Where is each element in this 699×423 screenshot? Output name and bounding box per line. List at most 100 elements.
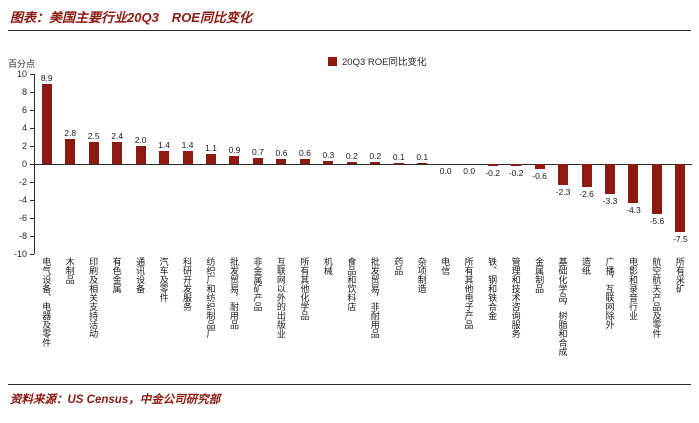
- bar-column: -4.3: [622, 74, 645, 254]
- x-axis-label: 药品: [393, 257, 404, 275]
- bar-column: 1.1: [199, 74, 222, 254]
- x-axis-label: 木制品: [64, 257, 75, 284]
- zero-baseline: [35, 164, 692, 165]
- x-label-cell: 非金属矿产品: [245, 257, 268, 381]
- x-axis-label: 杂项制造: [416, 257, 427, 293]
- bar-value-label: 2.0: [134, 135, 147, 145]
- bar-column: 0.0: [434, 74, 457, 254]
- bar: [88, 141, 99, 164]
- x-axis-label: 汽车及零件: [158, 257, 169, 302]
- x-axis-label: 所有其他化学品: [299, 257, 310, 320]
- bar-column: -0.2: [504, 74, 527, 254]
- x-label-cell: 批发贸易，耐用品: [222, 257, 245, 381]
- bar-value-label: -2.3: [555, 186, 571, 197]
- bar-column: -0.2: [481, 74, 504, 254]
- bar-value-label: 0.6: [298, 147, 311, 158]
- bar-value-label: 2.5: [87, 130, 100, 141]
- x-label-cell: 纺织厂和纺织制品厂: [198, 257, 221, 381]
- legend-swatch-icon: [328, 56, 337, 66]
- y-tick-label: -2: [18, 177, 27, 187]
- bar-value-label: 8.9: [40, 72, 53, 83]
- x-label-cell: 铁、钢和铁合金: [480, 257, 503, 381]
- x-label-cell: 木制品: [57, 257, 80, 381]
- x-axis-label: 管理和技术咨询服务: [510, 257, 521, 338]
- bar-value-label: -0.2: [485, 167, 500, 178]
- x-label-cell: 所有采矿: [668, 257, 691, 381]
- bar-column: 2.5: [82, 74, 105, 254]
- x-label-cell: 科研开发服务: [175, 257, 198, 381]
- x-axis-label: 有色金属: [111, 257, 122, 293]
- x-label-cell: 造纸: [574, 257, 597, 381]
- y-tick-label: 2: [21, 141, 27, 151]
- bar: [323, 161, 334, 164]
- bar: [159, 151, 170, 164]
- bar-column: -7.5: [669, 74, 692, 254]
- bar-value-label: 0.2: [345, 151, 358, 162]
- bar: [135, 146, 146, 164]
- x-label-cell: 航空航天产品及零件: [644, 257, 667, 381]
- bar-column: 1.4: [152, 74, 175, 254]
- y-tick-label: 6: [21, 105, 27, 115]
- bar-column: -2.6: [575, 74, 598, 254]
- x-axis-label: 航空航天产品及零件: [651, 257, 662, 338]
- footer-divider: [8, 384, 691, 385]
- bar-value-label: -0.2: [508, 167, 524, 178]
- bar: [370, 162, 381, 164]
- x-axis-label: 基础化学品，树脂和合成: [557, 257, 568, 356]
- bar: [276, 158, 287, 164]
- bar-value-label: 1.4: [181, 140, 194, 151]
- x-label-cell: 批发贸易，非耐用品: [363, 257, 386, 381]
- bar-value-label: -4.3: [626, 204, 641, 215]
- bar-value-label: 0.0: [463, 166, 476, 176]
- bar: [558, 164, 569, 185]
- x-axis-label: 互联网以外的出版业: [275, 257, 286, 338]
- bar: [487, 164, 498, 166]
- bar-column: 1.4: [176, 74, 199, 254]
- x-label-cell: 通讯设备: [128, 257, 151, 381]
- bar-column: 0.6: [270, 74, 293, 254]
- x-label-cell: 汽车及零件: [151, 257, 174, 381]
- x-axis-label: 机械: [322, 257, 333, 275]
- x-axis-label: 批发贸易，耐用品: [228, 257, 239, 329]
- bar-value-label: 0.2: [369, 151, 382, 162]
- bar-column: 0.1: [387, 74, 410, 254]
- x-axis-label: 铁、钢和铁合金: [487, 257, 498, 320]
- y-tick-label: -4: [18, 195, 27, 205]
- bar-column: 0.9: [223, 74, 246, 254]
- y-tick-label: 0: [21, 159, 27, 169]
- bar-column: 0.0: [457, 74, 480, 254]
- bar-column: 0.1: [411, 74, 434, 254]
- bar-value-label: 2.4: [111, 131, 124, 142]
- bar-value-label: 1.4: [158, 140, 170, 151]
- bar-column: 2.4: [105, 74, 128, 254]
- bar-column: 0.2: [340, 74, 363, 254]
- chart-title: 图表：美国主要行业20Q3 ROE同比变化: [10, 10, 252, 25]
- bar-column: 2.0: [129, 74, 152, 254]
- bar-column: 8.9: [35, 72, 58, 254]
- bar: [534, 164, 545, 170]
- y-tick-label: 10: [16, 69, 27, 79]
- x-label-cell: 金属制品: [527, 257, 550, 381]
- y-tick-mark: [30, 74, 34, 75]
- y-tick-label: 4: [21, 123, 27, 133]
- bar: [417, 163, 428, 164]
- y-tick-mark: [30, 92, 34, 93]
- bar-column: 0.7: [246, 74, 269, 254]
- x-axis-label: 电影和录音行业: [627, 257, 638, 320]
- y-tick-mark: [30, 236, 34, 237]
- bar-value-label: -0.6: [532, 171, 547, 182]
- bar-value-label: 0.9: [228, 144, 241, 155]
- x-label-cell: 广播，互联网除外: [597, 257, 620, 381]
- x-label-cell: 电气设备、电器及零件: [34, 257, 57, 381]
- bar-column: -5.6: [645, 74, 668, 254]
- bar-value-label: -5.6: [649, 216, 665, 227]
- x-axis-label: 金属制品: [534, 257, 545, 293]
- y-tick-mark: [30, 254, 34, 255]
- bar-value-label: -2.6: [579, 189, 594, 200]
- bar: [651, 164, 662, 215]
- bar-column: -3.3: [598, 74, 621, 254]
- x-label-cell: 管理和技术咨询服务: [503, 257, 526, 381]
- bar: [65, 138, 76, 164]
- bar-column: -2.3: [551, 74, 574, 254]
- bar-value-label: 0.6: [275, 147, 288, 158]
